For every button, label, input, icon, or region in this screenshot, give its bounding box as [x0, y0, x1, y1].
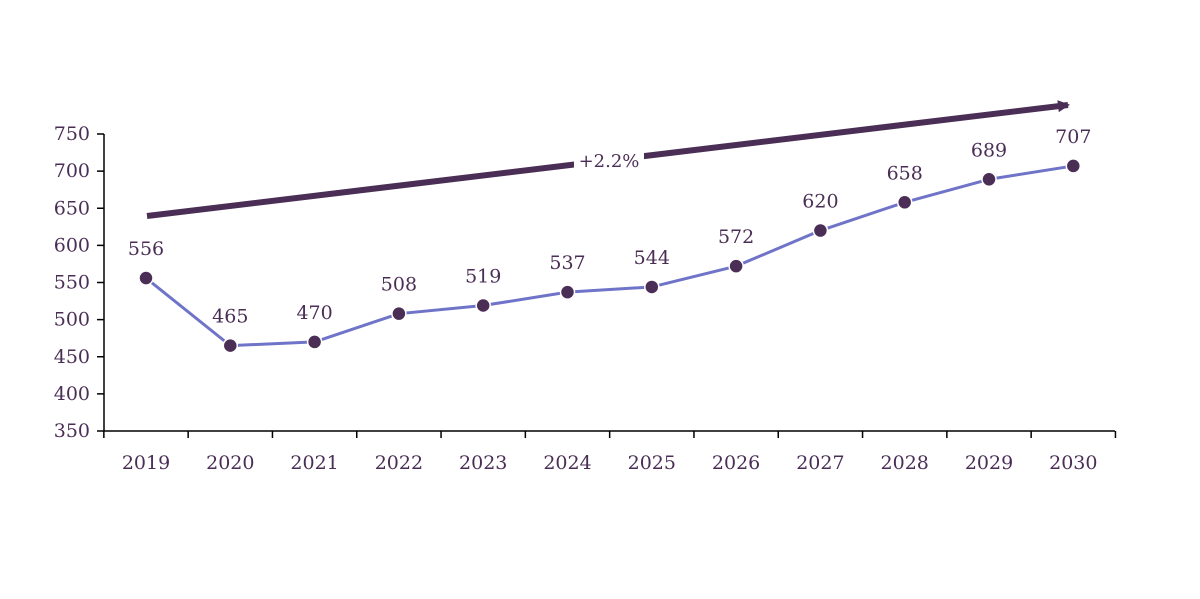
data-point — [138, 270, 154, 286]
data-label: 544 — [634, 247, 670, 269]
data-label: 537 — [549, 252, 585, 274]
y-tick-label: 650 — [54, 197, 90, 219]
y-tick-label: 400 — [54, 383, 90, 405]
x-tick-label: 2027 — [796, 452, 844, 474]
data-label: 465 — [212, 306, 248, 328]
data-label: 508 — [381, 274, 417, 296]
x-tick-label: 2024 — [543, 452, 591, 474]
data-point — [728, 258, 744, 274]
axes: 350 400 450 500 550 600 650 700 750 2019 2020 2021 2… — [54, 123, 1117, 474]
x-tick-label: 2020 — [206, 452, 254, 474]
data-label: 519 — [465, 266, 501, 288]
x-tick-label: 2030 — [1049, 452, 1097, 474]
x-tick-label: 2021 — [290, 452, 338, 474]
data-point — [896, 194, 913, 211]
x-tick-label: 2029 — [965, 452, 1013, 474]
data-point — [391, 305, 407, 322]
x-tick-label: 2026 — [712, 452, 760, 474]
growth-label-background — [574, 146, 644, 174]
data-point — [306, 334, 323, 350]
data-point — [981, 171, 997, 188]
data-point — [644, 279, 660, 295]
data-label: 572 — [718, 226, 754, 248]
series-line — [138, 158, 1082, 354]
data-point — [222, 337, 239, 354]
y-tick-label: 600 — [54, 234, 90, 256]
data-point — [559, 284, 576, 300]
data-label: 470 — [296, 302, 332, 324]
data-label: 658 — [887, 162, 923, 184]
x-tick-label: 2019 — [122, 452, 170, 474]
growth-annotation: +2.2% — [146, 100, 1070, 219]
data-point — [812, 222, 829, 239]
data-labels: 556 465 470 508 519 537 544 572 620 658 689 707 — [128, 126, 1092, 328]
data-point — [475, 297, 491, 314]
y-tick-label: 450 — [54, 346, 90, 368]
y-tick-label: 350 — [54, 420, 90, 442]
series-line-path — [145, 164, 1074, 348]
y-tick-label: 550 — [54, 272, 90, 294]
x-tick-label: 2028 — [881, 452, 929, 474]
data-label: 689 — [971, 139, 1007, 161]
y-tick-label: 500 — [54, 309, 90, 331]
data-label: 620 — [802, 191, 838, 213]
data-label: 556 — [128, 238, 164, 260]
data-point — [1065, 158, 1082, 174]
y-tick-label: 700 — [54, 160, 90, 182]
data-label: 707 — [1055, 126, 1091, 148]
x-tick-label: 2023 — [459, 452, 507, 474]
x-tick-label: 2022 — [375, 452, 423, 474]
x-tick-label: 2025 — [628, 452, 676, 474]
y-tick-label: 750 — [54, 123, 90, 145]
growth-label: +2.2% — [579, 151, 640, 172]
